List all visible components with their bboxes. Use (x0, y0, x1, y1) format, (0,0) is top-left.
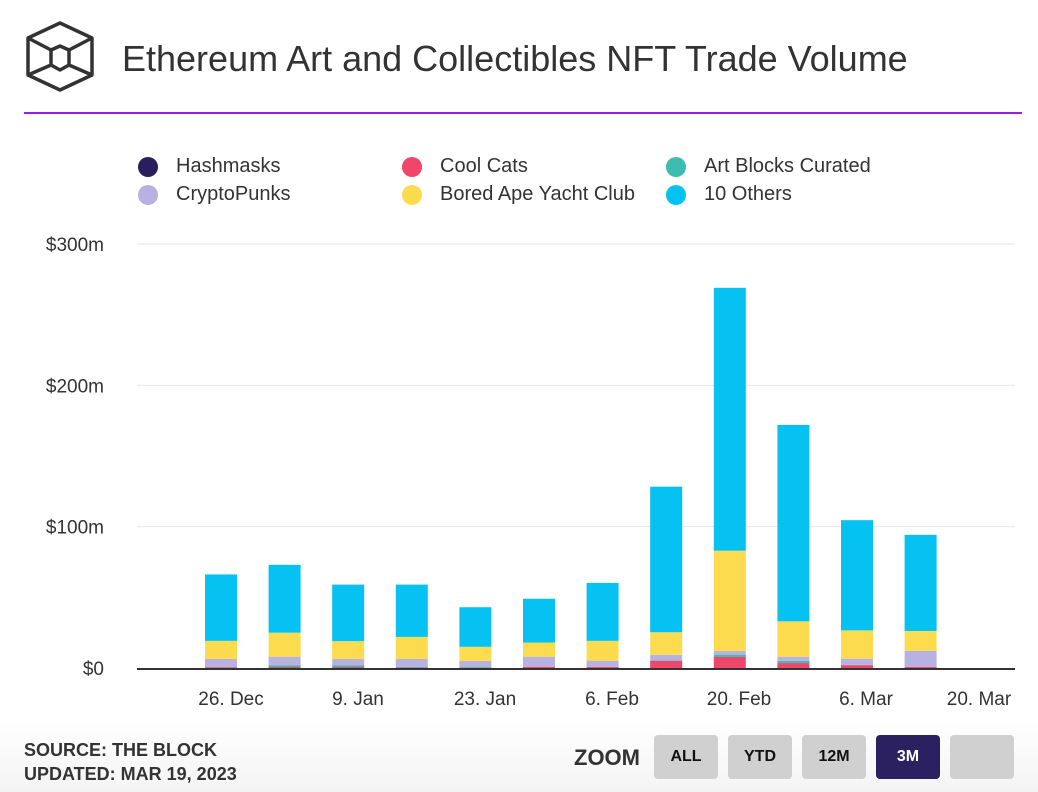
bar-segment-cool-cats (268, 667, 301, 668)
y-tick-label: $100m (46, 518, 104, 539)
bar-segment-10-others (904, 534, 937, 631)
bar-segment-bored-ape-yacht-club (777, 621, 810, 657)
bar-segment-10-others (205, 574, 237, 641)
legend-marker (666, 156, 686, 177)
x-tick-label: 23. Jan (454, 689, 516, 710)
bar-segment-cryptopunks (841, 658, 873, 665)
bar-segment-10-others (777, 424, 810, 622)
zoom-label: ZOOM (574, 745, 640, 770)
bar-segment-10-others (395, 584, 428, 637)
bar-segment-cool-cats (650, 660, 683, 668)
source-text: SOURCE: THE BLOCK (24, 740, 217, 760)
legend-label: Hashmasks (176, 155, 281, 177)
legend-item-bored-ape-yacht-club[interactable]: Bored Ape Yacht Club (402, 183, 635, 206)
bar-segment-bored-ape-yacht-club (205, 640, 237, 659)
legend-marker (138, 156, 158, 177)
bar-segment-cryptopunks (650, 654, 683, 661)
y-tick-label: $0 (83, 659, 104, 680)
bar-segment-art-blocks-curated (777, 660, 810, 664)
legend-item-art-blocks-curated[interactable]: Art Blocks Curated (666, 155, 871, 178)
legend-label: Cool Cats (440, 155, 528, 177)
bar-segment-cryptopunks (777, 656, 810, 661)
bar-segment-cryptopunks (459, 660, 492, 668)
bar-segment-10-others (586, 582, 619, 641)
bar-segment-art-blocks-curated (268, 665, 301, 668)
bar-segment-art-blocks-curated (459, 667, 492, 668)
legend-item-cool-cats[interactable]: Cool Cats (402, 155, 528, 178)
bar-segment-bored-ape-yacht-club (459, 646, 492, 661)
bar-segment-10-others (268, 564, 301, 633)
bar-segment-bored-ape-yacht-club (713, 550, 746, 652)
bar-segment-cool-cats (777, 663, 810, 668)
bar-segment-art-blocks-curated (332, 665, 365, 668)
x-tick-label: 9. Jan (332, 689, 384, 710)
title-divider (24, 112, 1022, 114)
zoom-blank-button[interactable] (950, 735, 1014, 779)
bar-segment-cryptopunks (586, 660, 619, 667)
x-tick-label: 20. Mar (947, 689, 1012, 710)
chart-legend: Hashmasks CryptoPunks Cool Cats Bored Ap… (138, 155, 938, 215)
bar-segment-cryptopunks (268, 656, 301, 666)
legend-label: Bored Ape Yacht Club (440, 183, 635, 205)
x-tick-label: 20. Feb (707, 689, 771, 710)
bar-segment-cool-cats (523, 667, 555, 668)
bar-segment-cryptopunks (332, 658, 365, 666)
bar-segment-bored-ape-yacht-club (395, 636, 428, 659)
bar-segment-cool-cats (713, 656, 746, 668)
bar-segment-bored-ape-yacht-club (332, 641, 365, 659)
legend-item-hashmasks[interactable]: Hashmasks (138, 155, 280, 178)
zoom-12m-button[interactable]: 12M (802, 735, 866, 779)
bar-segment-10-others (332, 584, 365, 642)
bar-segment-bored-ape-yacht-club (841, 630, 873, 659)
x-tick-label: 26. Dec (198, 689, 263, 710)
legend-item-10-others[interactable]: 10 Others (666, 183, 792, 206)
bar-segment-cool-cats (332, 667, 365, 668)
x-tick-label: 6. Feb (585, 689, 639, 710)
stacked-bar-chart: $0 $100m $200m $300m 26. Dec 9. Jan 23. Jan 6. … (46, 235, 1015, 710)
bar-segment-10-others (650, 486, 683, 633)
zoom-ytd-button[interactable]: YTD (728, 735, 792, 779)
zoom-all-button[interactable]: ALL (654, 735, 718, 779)
bar-segment-bored-ape-yacht-club (523, 642, 555, 657)
legend-label: Art Blocks Curated (704, 155, 871, 177)
bar-segment-cryptopunks (205, 658, 237, 668)
updated-text: UPDATED: MAR 19, 2023 (24, 764, 237, 784)
legend-marker (666, 184, 686, 205)
zoom-3m-button[interactable]: 3M (876, 735, 940, 779)
bar-segment-cryptopunks (904, 650, 937, 667)
y-tick-label: $200m (46, 376, 104, 397)
legend-label: 10 Others (704, 183, 792, 205)
legend-item-cryptopunks[interactable]: CryptoPunks (138, 183, 291, 206)
bar-segment-cryptopunks (395, 658, 428, 667)
bar-segment-bored-ape-yacht-club (586, 640, 619, 661)
bar-segment-10-others (841, 520, 873, 631)
bar-segment-cool-cats (586, 667, 619, 668)
bar-segment-cool-cats (904, 667, 937, 668)
bar-segment-10-others (459, 607, 492, 647)
legend-marker (402, 156, 422, 177)
legend-label: CryptoPunks (176, 183, 291, 205)
y-tick-label: $300m (46, 235, 104, 256)
bar-segment-bored-ape-yacht-club (268, 632, 301, 657)
source-info: SOURCE: THE BLOCK UPDATED: MAR 19, 2023 (24, 738, 237, 786)
bar-segment-10-others (523, 598, 555, 643)
bar-segment-art-blocks-curated (395, 666, 428, 668)
bar-segment-cryptopunks (713, 651, 746, 655)
bar-segment-cryptopunks (523, 656, 555, 668)
page-title: Ethereum Art and Collectibles NFT Trade … (122, 38, 908, 79)
bar-segment-bored-ape-yacht-club (650, 632, 683, 655)
bar-segment-10-others (713, 287, 746, 551)
x-tick-label: 6. Mar (839, 689, 894, 710)
bar-segment-bored-ape-yacht-club (904, 630, 937, 651)
legend-marker (402, 184, 422, 205)
bar-segment-art-blocks-curated (713, 654, 746, 657)
the-block-logo-icon (26, 21, 94, 92)
bar-segment-cool-cats (205, 667, 237, 668)
bar-segment-cool-cats (841, 665, 873, 668)
legend-marker (138, 184, 158, 205)
